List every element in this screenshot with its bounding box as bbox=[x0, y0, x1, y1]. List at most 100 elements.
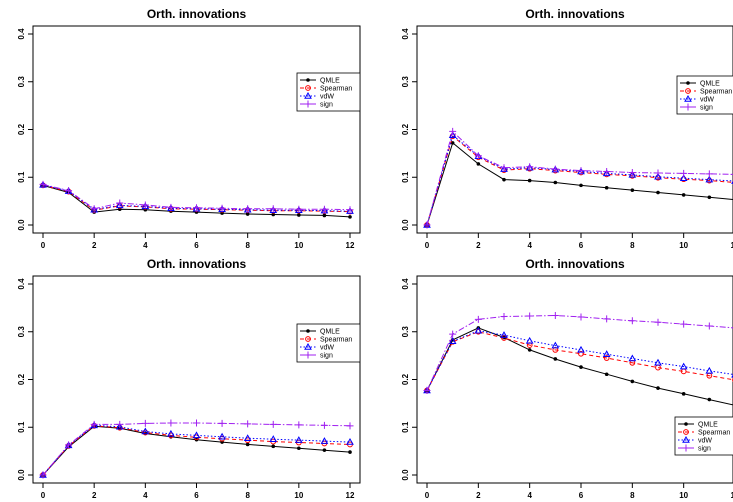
x-tick-label: 2 bbox=[92, 491, 97, 500]
series-line-qmle bbox=[42, 425, 351, 476]
chart-title: Orth. innovations bbox=[147, 257, 247, 271]
data-point bbox=[167, 203, 175, 211]
data-point bbox=[320, 421, 328, 429]
y-tick-label: 0.2 bbox=[401, 373, 410, 385]
x-tick-label: 4 bbox=[527, 491, 532, 500]
data-point bbox=[243, 434, 252, 441]
data-point bbox=[320, 205, 328, 213]
data-point bbox=[628, 170, 637, 178]
series-group bbox=[423, 312, 733, 406]
data-point bbox=[578, 350, 584, 357]
data-point bbox=[320, 206, 329, 214]
legend-marker bbox=[686, 81, 690, 85]
data-point bbox=[707, 397, 712, 402]
data-point bbox=[577, 345, 585, 353]
series-line-vdw bbox=[42, 424, 351, 476]
legend-label: QMLE bbox=[320, 78, 340, 85]
legend-label: vdW bbox=[698, 438, 712, 445]
data-point bbox=[680, 320, 688, 328]
data-point bbox=[115, 201, 124, 209]
x-tick-label: 8 bbox=[630, 241, 635, 250]
data-point bbox=[525, 336, 534, 344]
x-tick-label: 6 bbox=[194, 491, 199, 500]
data-point bbox=[346, 206, 354, 214]
x-tick-label: 2 bbox=[476, 241, 481, 250]
legend-marker bbox=[305, 336, 311, 342]
legend-label: QMLE bbox=[698, 422, 718, 429]
x-tick-label: 10 bbox=[679, 491, 688, 500]
chart-panel-3: Orth. innovations 0.0 0.1 0.2 0.3 0.4 0 2 4 6 8 10 1… bbox=[17, 257, 361, 500]
data-point bbox=[551, 165, 559, 173]
data-point bbox=[679, 174, 688, 181]
data-point bbox=[141, 202, 150, 210]
data-point bbox=[500, 165, 508, 172]
chart-panel-4: Orth. innovations 0.0 0.1 0.2 0.3 0.4 0 2 4 6 8 10 1… bbox=[401, 257, 733, 500]
legend-label: sign bbox=[320, 102, 333, 109]
data-point bbox=[116, 199, 124, 207]
data-point bbox=[449, 330, 457, 338]
data-point bbox=[39, 471, 47, 479]
plot-frame bbox=[32, 275, 361, 484]
data-point bbox=[141, 201, 149, 209]
data-point bbox=[604, 185, 609, 190]
legend-label: QMLE bbox=[700, 81, 720, 88]
legend-label: Spearman bbox=[700, 89, 732, 96]
data-point bbox=[656, 190, 660, 195]
data-point bbox=[322, 448, 327, 452]
data-point bbox=[474, 326, 483, 334]
legend-marker bbox=[306, 329, 310, 333]
data-point bbox=[602, 350, 611, 357]
chart-title: Orth. innovations bbox=[525, 257, 625, 271]
legend-label: Spearman bbox=[698, 430, 730, 437]
data-point bbox=[271, 444, 276, 449]
legend-label: vdW bbox=[700, 97, 714, 104]
data-point bbox=[449, 127, 457, 135]
x-tick-label: 10 bbox=[294, 491, 303, 500]
data-point bbox=[602, 169, 611, 177]
data-point bbox=[90, 420, 98, 428]
data-point bbox=[348, 450, 352, 454]
data-point bbox=[423, 386, 431, 394]
x-tick-label: 2 bbox=[92, 241, 97, 250]
x-tick-label: 0 bbox=[425, 241, 430, 250]
data-point bbox=[448, 131, 457, 138]
legend-label: sign bbox=[698, 446, 711, 453]
data-point bbox=[656, 386, 660, 390]
data-point bbox=[193, 204, 200, 212]
data-point bbox=[553, 180, 558, 185]
legend-label: Spearman bbox=[320, 337, 352, 344]
x-tick-label: 8 bbox=[245, 491, 250, 500]
series-group bbox=[39, 180, 354, 219]
x-tick-label: 0 bbox=[41, 241, 46, 250]
data-point bbox=[245, 442, 250, 447]
legend-marker bbox=[304, 91, 312, 99]
legend-marker bbox=[305, 85, 311, 91]
data-point bbox=[654, 169, 662, 177]
data-point bbox=[604, 372, 609, 377]
data-point bbox=[90, 205, 98, 213]
x-tick-label: 12 bbox=[731, 491, 733, 500]
y-tick-label: 0.1 bbox=[401, 171, 410, 183]
data-point bbox=[295, 421, 303, 429]
x-tick-label: 12 bbox=[731, 241, 733, 250]
data-point bbox=[297, 446, 301, 451]
y-tick-label: 0.0 bbox=[17, 219, 26, 231]
data-point bbox=[322, 213, 327, 218]
data-point bbox=[500, 312, 508, 320]
y-tick-label: 0.1 bbox=[17, 421, 26, 433]
x-tick-label: 0 bbox=[41, 491, 46, 500]
data-point bbox=[681, 392, 686, 396]
y-tick-label: 0.4 bbox=[17, 278, 26, 290]
data-point bbox=[527, 348, 532, 352]
y-tick-label: 0.1 bbox=[17, 171, 26, 183]
y-tick-label: 0.3 bbox=[17, 76, 26, 88]
data-point bbox=[294, 436, 303, 443]
legend-label: QMLE bbox=[320, 329, 340, 336]
y-tick-label: 0.3 bbox=[401, 76, 410, 88]
data-point bbox=[551, 341, 560, 349]
data-point bbox=[141, 427, 150, 435]
